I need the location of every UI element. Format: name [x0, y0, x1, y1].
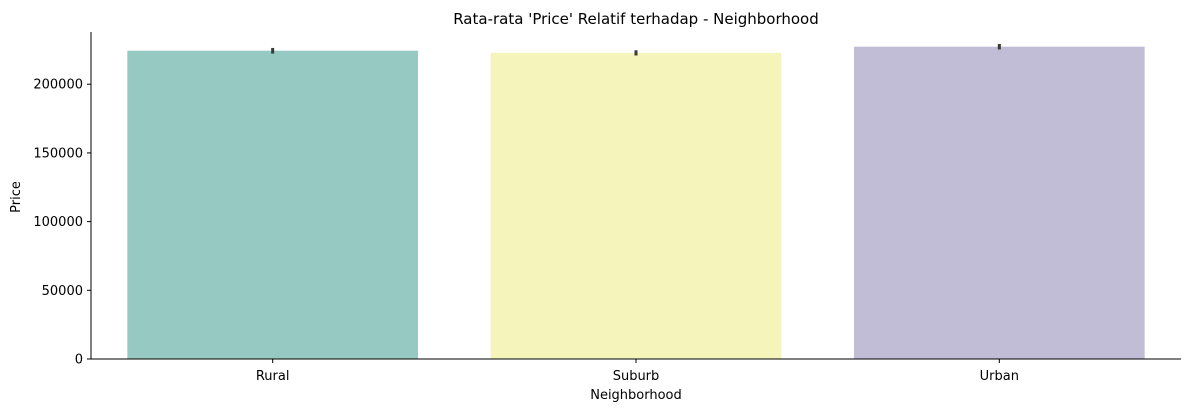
x-tick-label: Rural [256, 369, 290, 384]
bars-layer [127, 46, 1145, 359]
y-tick-label: 200000 [33, 78, 83, 93]
y-tick-label: 100000 [33, 215, 83, 230]
y-tick-label: 0 [75, 353, 83, 368]
bar-urban [854, 46, 1145, 359]
bar-suburb [490, 52, 782, 359]
chart-title: Rata-rata 'Price' Relatif terhadap - Nei… [453, 10, 819, 28]
y-axis-label: Price [9, 181, 24, 213]
x-axis-label: Neighborhood [590, 388, 682, 403]
error-bars-layer [271, 43, 1001, 56]
y-tick-label: 150000 [33, 146, 83, 161]
x-tick-label: Suburb [613, 369, 660, 384]
y-tick-label: 50000 [42, 284, 83, 299]
x-ticks-layer: Rural Suburb Urban [256, 359, 1019, 384]
y-ticks-layer: 0 50000 100000 150000 200000 [33, 78, 91, 368]
x-tick-label: Urban [980, 369, 1019, 384]
bar-rural [127, 50, 418, 359]
